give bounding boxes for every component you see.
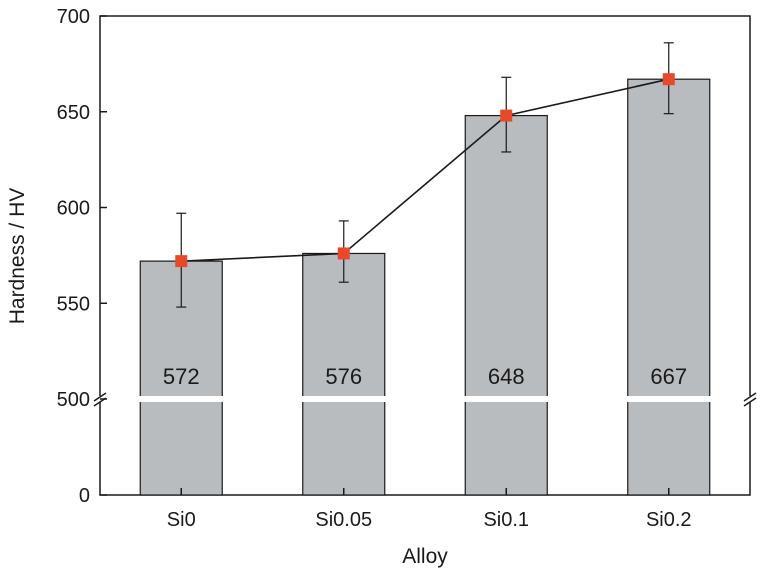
bar-Si0.05 <box>302 252 386 496</box>
bars-layer <box>139 78 711 496</box>
marker-Si0.2 <box>662 73 675 86</box>
value-labels-layer: 572 576 648 667 <box>163 364 687 389</box>
value-label-Si0: 572 <box>163 364 200 389</box>
bar-Si0.1 <box>464 114 548 496</box>
axes-layer <box>99 15 751 496</box>
axis-break-mark-left-upper <box>93 392 107 402</box>
y-tick-label-500: 500 <box>57 389 90 411</box>
error-bars-layer <box>176 42 674 308</box>
y-tick-label-550: 550 <box>57 293 90 315</box>
ticks-layer: 0 500 550 600 650 700 Si0 Si0.05 Si0.1 Si0.2 <box>57 6 692 531</box>
value-label-Si0.1: 648 <box>488 364 525 389</box>
axis-break-mark-right-upper <box>743 392 757 402</box>
trend-line-layer <box>175 73 675 268</box>
marker-Si0.05 <box>337 247 350 260</box>
y-tick-label-700: 700 <box>57 6 90 28</box>
y-tick-label-650: 650 <box>57 102 90 124</box>
plot-frame <box>99 15 751 496</box>
value-label-Si0.05: 576 <box>325 364 362 389</box>
marker-Si0.1 <box>500 109 513 122</box>
x-axis-title: Alloy <box>402 545 448 568</box>
value-label-Si0.2: 667 <box>650 364 687 389</box>
bar-Si0.2 <box>627 78 711 496</box>
y-axis-title: Hardness / HV <box>6 188 29 325</box>
trend-line <box>181 78 669 262</box>
x-tick-label-Si0.1: Si0.1 <box>483 509 529 531</box>
y-tick-label-600: 600 <box>57 198 90 220</box>
x-tick-label-Si0.2: Si0.2 <box>646 509 692 531</box>
axis-break-gap <box>92 396 758 402</box>
y-tick-label-0: 0 <box>79 485 90 507</box>
marker-Si0 <box>175 255 188 268</box>
x-tick-label-Si0.05: Si0.05 <box>315 509 372 531</box>
x-tick-label-Si0: Si0 <box>167 509 196 531</box>
axis-break-mark-right-lower <box>743 397 757 407</box>
